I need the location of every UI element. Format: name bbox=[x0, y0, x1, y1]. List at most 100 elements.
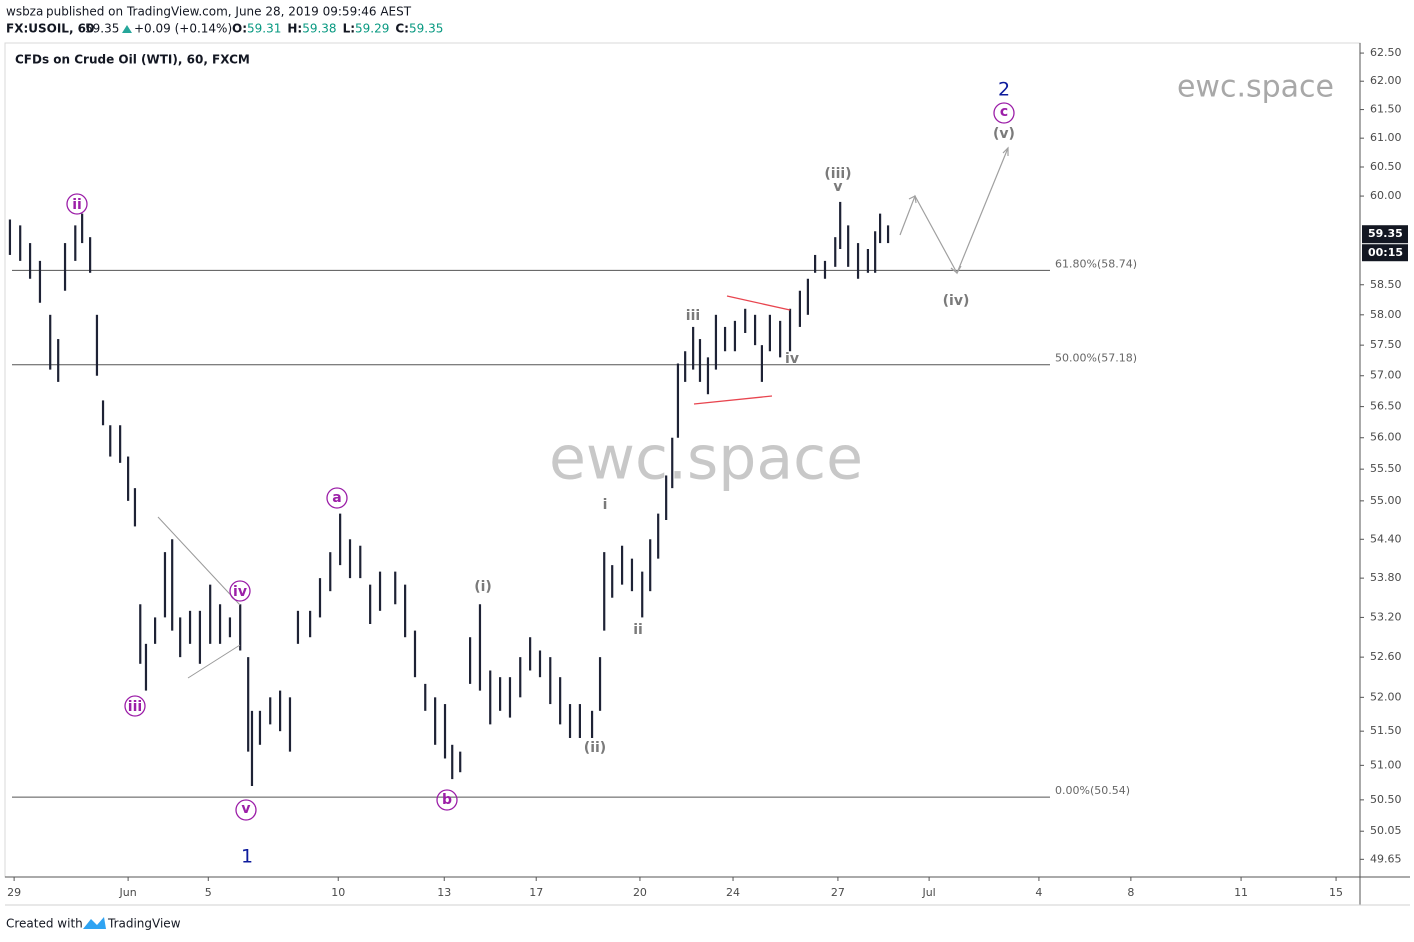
wave-label: a bbox=[332, 490, 341, 506]
y-tick-label: 57.50 bbox=[1370, 338, 1402, 351]
y-tick-label: 55.50 bbox=[1370, 462, 1402, 475]
y-tick-label: 60.00 bbox=[1370, 189, 1402, 202]
y-tick-label: 49.65 bbox=[1370, 852, 1402, 865]
plot: 62.50 62.00 61.50 61.00 60.50 60.00 58.50 58.00… bbox=[7, 46, 1408, 899]
wave-label: v bbox=[241, 801, 250, 817]
footer-created: Created with bbox=[6, 917, 83, 931]
footer-brand[interactable]: TradingView bbox=[107, 917, 181, 931]
wave-label: c bbox=[1000, 104, 1008, 120]
header-price: 59.35 bbox=[85, 22, 119, 36]
wave-label: (i) bbox=[474, 579, 492, 595]
wave-label: iv bbox=[785, 351, 799, 367]
wave-label: v bbox=[833, 179, 842, 195]
quote-value: 59.31 bbox=[247, 22, 281, 36]
quote-value: 59.35 bbox=[409, 22, 443, 36]
y-tick-label: 56.50 bbox=[1370, 400, 1402, 413]
quote-key: C: bbox=[395, 22, 409, 36]
triangle-lines bbox=[157, 516, 241, 679]
projection bbox=[899, 146, 1009, 275]
watermark-corner: ewc.space bbox=[1177, 70, 1334, 105]
wave-circle bbox=[229, 580, 251, 602]
x-tick-label: 8 bbox=[1127, 886, 1134, 899]
wave-circle bbox=[235, 799, 257, 821]
x-tick-label: 13 bbox=[437, 886, 451, 899]
wave-label: (iii) bbox=[824, 166, 851, 182]
y-tick-label: 58.00 bbox=[1370, 308, 1402, 321]
y-tick-label: 51.50 bbox=[1370, 724, 1402, 737]
quote-key: L: bbox=[343, 22, 355, 36]
x-tick-label: 17 bbox=[529, 886, 543, 899]
y-tick-label: 55.00 bbox=[1370, 494, 1402, 507]
y-tick-label: 62.50 bbox=[1370, 46, 1402, 59]
x-tick-label: Jul bbox=[921, 886, 935, 899]
x-tick-label: 27 bbox=[831, 886, 845, 899]
wave-label: (v) bbox=[993, 126, 1015, 142]
y-tick-label: 58.50 bbox=[1370, 278, 1402, 291]
publisher: wsbza bbox=[6, 5, 43, 19]
arrowhead bbox=[950, 265, 962, 274]
logo bbox=[83, 917, 106, 929]
x-tick-label: 15 bbox=[1329, 886, 1343, 899]
wave-circle bbox=[993, 102, 1015, 124]
price-tag bbox=[1362, 225, 1408, 244]
chart-title: CFDs on Crude Oil (WTI), 60, FXCM bbox=[15, 53, 250, 67]
quote-key: H: bbox=[287, 22, 302, 36]
trend-line bbox=[157, 516, 241, 606]
symbol: FX:USOIL, 60 bbox=[6, 22, 94, 36]
quote-key: O: bbox=[232, 22, 247, 36]
quote-value: 59.29 bbox=[355, 22, 389, 36]
arrowhead bbox=[908, 195, 917, 204]
x-tick-label: 4 bbox=[1035, 886, 1042, 899]
wave-label: b bbox=[442, 792, 452, 808]
y-tick-label: 57.00 bbox=[1370, 369, 1402, 382]
x-tick-label: Jun bbox=[119, 886, 137, 899]
quote-value: 59.38 bbox=[302, 22, 336, 36]
wave-degree: 1 bbox=[241, 846, 253, 868]
wave-degree: 2 bbox=[998, 79, 1010, 101]
quote: O: 59.31 H: 59.38 L: 59.29 C: 59.35 bbox=[232, 22, 443, 36]
wave-label: iv bbox=[233, 584, 247, 600]
y-tick-label: 52.00 bbox=[1370, 690, 1402, 703]
y-tick-label: 51.00 bbox=[1370, 758, 1402, 771]
change: +0.09 (+0.14%) bbox=[134, 22, 232, 36]
trend-line bbox=[726, 295, 791, 311]
wave-label: i bbox=[603, 497, 608, 513]
trend-line bbox=[187, 644, 241, 679]
wave-circle bbox=[66, 193, 88, 215]
countdown-label: 00:15 bbox=[1368, 246, 1403, 259]
y-tick-label: 56.00 bbox=[1370, 431, 1402, 444]
y-tick-label: 53.20 bbox=[1370, 610, 1402, 623]
x-tick-label: 5 bbox=[205, 886, 212, 899]
x-tick-label: 10 bbox=[331, 886, 345, 899]
y-tick-label: 54.40 bbox=[1370, 532, 1402, 545]
projection-path bbox=[899, 147, 1009, 275]
y-tick-label: 60.50 bbox=[1370, 160, 1402, 173]
wave-label: iii bbox=[686, 308, 700, 324]
y-tick-label: 50.05 bbox=[1370, 824, 1402, 837]
countdown-tag bbox=[1362, 244, 1408, 262]
wave-label: iii bbox=[128, 699, 142, 715]
x-tick-label: 24 bbox=[726, 886, 740, 899]
x-tick-label: 11 bbox=[1234, 886, 1248, 899]
fib-label: 61.80%(58.74) bbox=[1055, 257, 1137, 270]
y-tick-label: 61.00 bbox=[1370, 131, 1402, 144]
y-tick-label: 61.50 bbox=[1370, 103, 1402, 116]
y-tick-label: 52.60 bbox=[1370, 650, 1402, 663]
x-tick-label: 29 bbox=[7, 886, 21, 899]
wave-circle bbox=[436, 789, 458, 811]
wave-label: (iv) bbox=[943, 293, 970, 309]
arrowhead bbox=[1002, 146, 1009, 156]
up-arrow bbox=[122, 25, 132, 33]
published: published on TradingView.com, June 28, 2… bbox=[46, 5, 412, 19]
y-tick-label: 53.80 bbox=[1370, 571, 1402, 584]
fib-label: 50.00%(57.18) bbox=[1055, 352, 1137, 365]
wave-label: (ii) bbox=[584, 740, 606, 756]
y-tick-label: 50.50 bbox=[1370, 793, 1402, 806]
fib-label: 0.00%(50.54) bbox=[1055, 784, 1130, 797]
price-tag-label: 59.35 bbox=[1368, 227, 1403, 240]
wave-circle bbox=[124, 695, 146, 717]
watermark: ewc.space bbox=[549, 424, 863, 494]
wedge-lines bbox=[693, 295, 791, 405]
